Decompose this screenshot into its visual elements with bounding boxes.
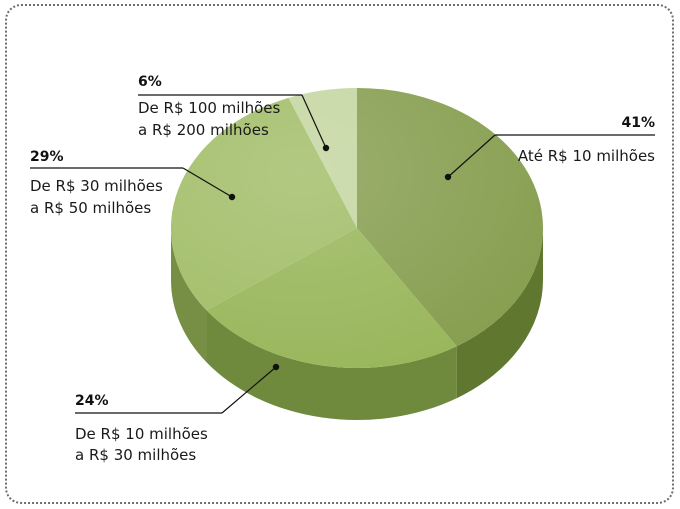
leader-line-3	[182, 167, 233, 198]
leader-line-1	[447, 134, 496, 178]
slice-category-label-3-line-1: De R$ 30 milhões	[30, 177, 163, 195]
slice-category-label-4-line-2: a R$ 200 milhões	[138, 121, 269, 139]
leader-dot-2	[272, 363, 280, 371]
pie-slice-side-1	[456, 228, 543, 399]
slice-percent-label-2: 24%	[75, 393, 109, 409]
leader-dot-3	[228, 193, 236, 201]
pie-highlight	[171, 88, 543, 368]
pie-slice-side-2	[206, 310, 457, 420]
slice-category-label-2-line-1: De R$ 10 milhões	[75, 425, 208, 443]
pie-slice-side-3	[171, 228, 207, 363]
slice-percent-label-1: 41%	[621, 115, 655, 131]
slice-category-label-2-line-2: a R$ 30 milhões	[75, 446, 196, 464]
slice-category-label-4-line-1: De R$ 100 milhões	[138, 99, 281, 117]
slice-category-label-3-line-2: a R$ 50 milhões	[30, 199, 151, 217]
leader-dot-4	[322, 144, 330, 152]
slice-percent-label-4: 6%	[138, 74, 162, 90]
slice-percent-label-3: 29%	[30, 149, 64, 165]
leader-line-2	[221, 366, 277, 414]
chart-frame	[5, 4, 674, 504]
slice-category-label-1-line-1: Até R$ 10 milhões	[518, 147, 655, 165]
leader-line-4	[301, 94, 327, 149]
leader-dot-1	[444, 173, 452, 181]
